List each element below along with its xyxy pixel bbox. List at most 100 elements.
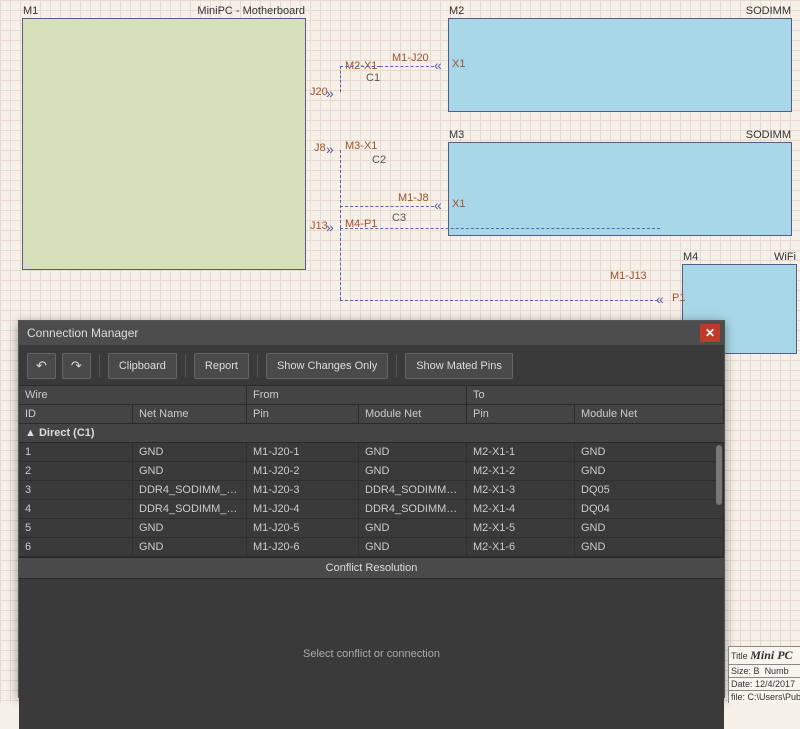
cell-mnet-to: DQ05 xyxy=(575,481,724,499)
arrow-out-icon: » xyxy=(326,86,334,100)
cell-pin-from: M1-J20-3 xyxy=(247,481,359,499)
cell-pin-from: M1-J20-2 xyxy=(247,462,359,480)
arrow-in-icon: « xyxy=(434,198,442,212)
wire xyxy=(340,228,660,229)
block-m2-id: M2 xyxy=(449,5,464,17)
table-header-group-top: Wire From To xyxy=(19,386,724,405)
clipboard-button[interactable]: Clipboard xyxy=(108,353,177,379)
table-row[interactable]: 6 GND M1-J20-6 GND M2-X1-6 GND xyxy=(19,538,724,557)
cell-mnet-from: DDR4_SODIMM_DQ4 xyxy=(359,500,467,518)
block-m2-name: SODIMM xyxy=(746,5,791,17)
pin-m2-x1[interactable]: X1 xyxy=(452,58,465,70)
cell-id: 6 xyxy=(19,538,133,556)
separator xyxy=(257,355,258,377)
cell-pin-to: M2-X1-6 xyxy=(467,538,575,556)
pin-m3-x1[interactable]: X1 xyxy=(452,198,465,210)
arrow-in-icon: « xyxy=(434,58,442,72)
table-row[interactable]: 3 DDR4_SODIMM_DQ5/D… M1-J20-3 DDR4_SODIM… xyxy=(19,481,724,500)
header-to: To xyxy=(467,386,724,404)
block-m3-id: M3 xyxy=(449,129,464,141)
cell-id: 5 xyxy=(19,519,133,537)
cell-mnet-from: GND xyxy=(359,538,467,556)
separator xyxy=(99,355,100,377)
cell-mnet-from: DDR4_SODIMM_DQ5 xyxy=(359,481,467,499)
header-from: From xyxy=(247,386,467,404)
wire xyxy=(340,300,658,301)
conflict-placeholder: Select conflict or connection xyxy=(303,648,440,660)
show-mated-pins-button[interactable]: Show Mated Pins xyxy=(405,353,513,379)
header-pin-from[interactable]: Pin xyxy=(247,405,359,423)
group-row-direct-c1[interactable]: ▲ Direct (C1) xyxy=(19,424,724,443)
tb-title-row: Title Mini PC xyxy=(729,647,800,665)
scrollbar-thumb[interactable] xyxy=(716,445,722,505)
cell-mnet-from: GND xyxy=(359,462,467,480)
block-m1[interactable]: M1 MiniPC - Motherboard xyxy=(22,18,306,270)
cell-pin-to: M2-X1-3 xyxy=(467,481,575,499)
header-id[interactable]: ID xyxy=(19,405,133,423)
netlabel-m3x1: M3-X1 xyxy=(345,140,377,152)
block-m3[interactable]: M3 SODIMM xyxy=(448,142,792,236)
show-changes-button[interactable]: Show Changes Only xyxy=(266,353,388,379)
wire xyxy=(340,206,434,207)
header-module-net-to[interactable]: Module Net xyxy=(575,405,724,423)
tb-date-row: Date: 12/4/2017 xyxy=(729,678,800,691)
netlabel-m1j8: M1-J8 xyxy=(398,192,429,204)
block-m1-id: M1 xyxy=(23,5,38,17)
cell-pin-to: M2-X1-4 xyxy=(467,500,575,518)
header-pin-to[interactable]: Pin xyxy=(467,405,575,423)
window-title: Connection Manager xyxy=(27,326,138,340)
block-m1-name: MiniPC - Motherboard xyxy=(197,5,305,17)
tb-file-row: file: C:\Users\Public xyxy=(729,691,800,703)
cell-net-name: GND xyxy=(133,443,247,461)
connection-table: 1 GND M1-J20-1 GND M2-X1-1 GND 2 GND M1-… xyxy=(19,443,724,557)
cell-pin-to: M2-X1-1 xyxy=(467,443,575,461)
toolbar: ↶ ↷ Clipboard Report Show Changes Only S… xyxy=(19,345,724,386)
cell-pin-to: M2-X1-2 xyxy=(467,462,575,480)
cell-id: 4 xyxy=(19,500,133,518)
cell-id: 1 xyxy=(19,443,133,461)
pin-m1-j8[interactable]: J8 xyxy=(314,142,326,154)
undo-button[interactable]: ↶ xyxy=(27,353,56,379)
netlabel-m1j13: M1-J13 xyxy=(610,270,647,282)
pin-m4-p1[interactable]: P1 xyxy=(672,292,685,304)
close-button[interactable]: ✕ xyxy=(700,324,720,342)
cell-id: 3 xyxy=(19,481,133,499)
table-row[interactable]: 2 GND M1-J20-2 GND M2-X1-2 GND xyxy=(19,462,724,481)
arrow-in-icon: « xyxy=(656,292,664,306)
header-net-name[interactable]: Net Name xyxy=(133,405,247,423)
cell-mnet-from: GND xyxy=(359,443,467,461)
close-icon: ✕ xyxy=(705,326,715,340)
table-row[interactable]: 5 GND M1-J20-5 GND M2-X1-5 GND xyxy=(19,519,724,538)
table-row[interactable]: 4 DDR4_SODIMM_DQ4/D… M1-J20-4 DDR4_SODIM… xyxy=(19,500,724,519)
separator xyxy=(396,355,397,377)
cell-id: 2 xyxy=(19,462,133,480)
table-row[interactable]: 1 GND M1-J20-1 GND M2-X1-1 GND xyxy=(19,443,724,462)
redo-button[interactable]: ↷ xyxy=(62,353,91,379)
separator xyxy=(185,355,186,377)
cell-pin-from: M1-J20-6 xyxy=(247,538,359,556)
cell-pin-to: M2-X1-5 xyxy=(467,519,575,537)
connection-c2: C2 xyxy=(372,154,386,166)
arrow-out-icon: » xyxy=(326,220,334,234)
cell-net-name: GND xyxy=(133,519,247,537)
block-m3-name: SODIMM xyxy=(746,129,791,141)
block-m4-name: WiFi xyxy=(774,251,796,263)
block-m2[interactable]: M2 SODIMM xyxy=(448,18,792,112)
cell-mnet-to: GND xyxy=(575,443,724,461)
window-titlebar[interactable]: Connection Manager ✕ xyxy=(19,321,724,345)
arrow-out-icon: » xyxy=(326,142,334,156)
cell-net-name: GND xyxy=(133,538,247,556)
conflict-resolution-header: Conflict Resolution xyxy=(19,557,724,579)
connection-manager-window: Connection Manager ✕ ↶ ↷ Clipboard Repor… xyxy=(18,320,725,698)
connection-c3: C3 xyxy=(392,212,406,224)
cell-pin-from: M1-J20-1 xyxy=(247,443,359,461)
wire xyxy=(340,66,380,67)
report-button[interactable]: Report xyxy=(194,353,249,379)
wire xyxy=(340,150,341,228)
cell-mnet-to: DQ04 xyxy=(575,500,724,518)
cell-net-name: DDR4_SODIMM_DQ4/D… xyxy=(133,500,247,518)
cell-net-name: GND xyxy=(133,462,247,480)
cell-pin-from: M1-J20-5 xyxy=(247,519,359,537)
wire xyxy=(340,228,341,300)
header-module-net-from[interactable]: Module Net xyxy=(359,405,467,423)
